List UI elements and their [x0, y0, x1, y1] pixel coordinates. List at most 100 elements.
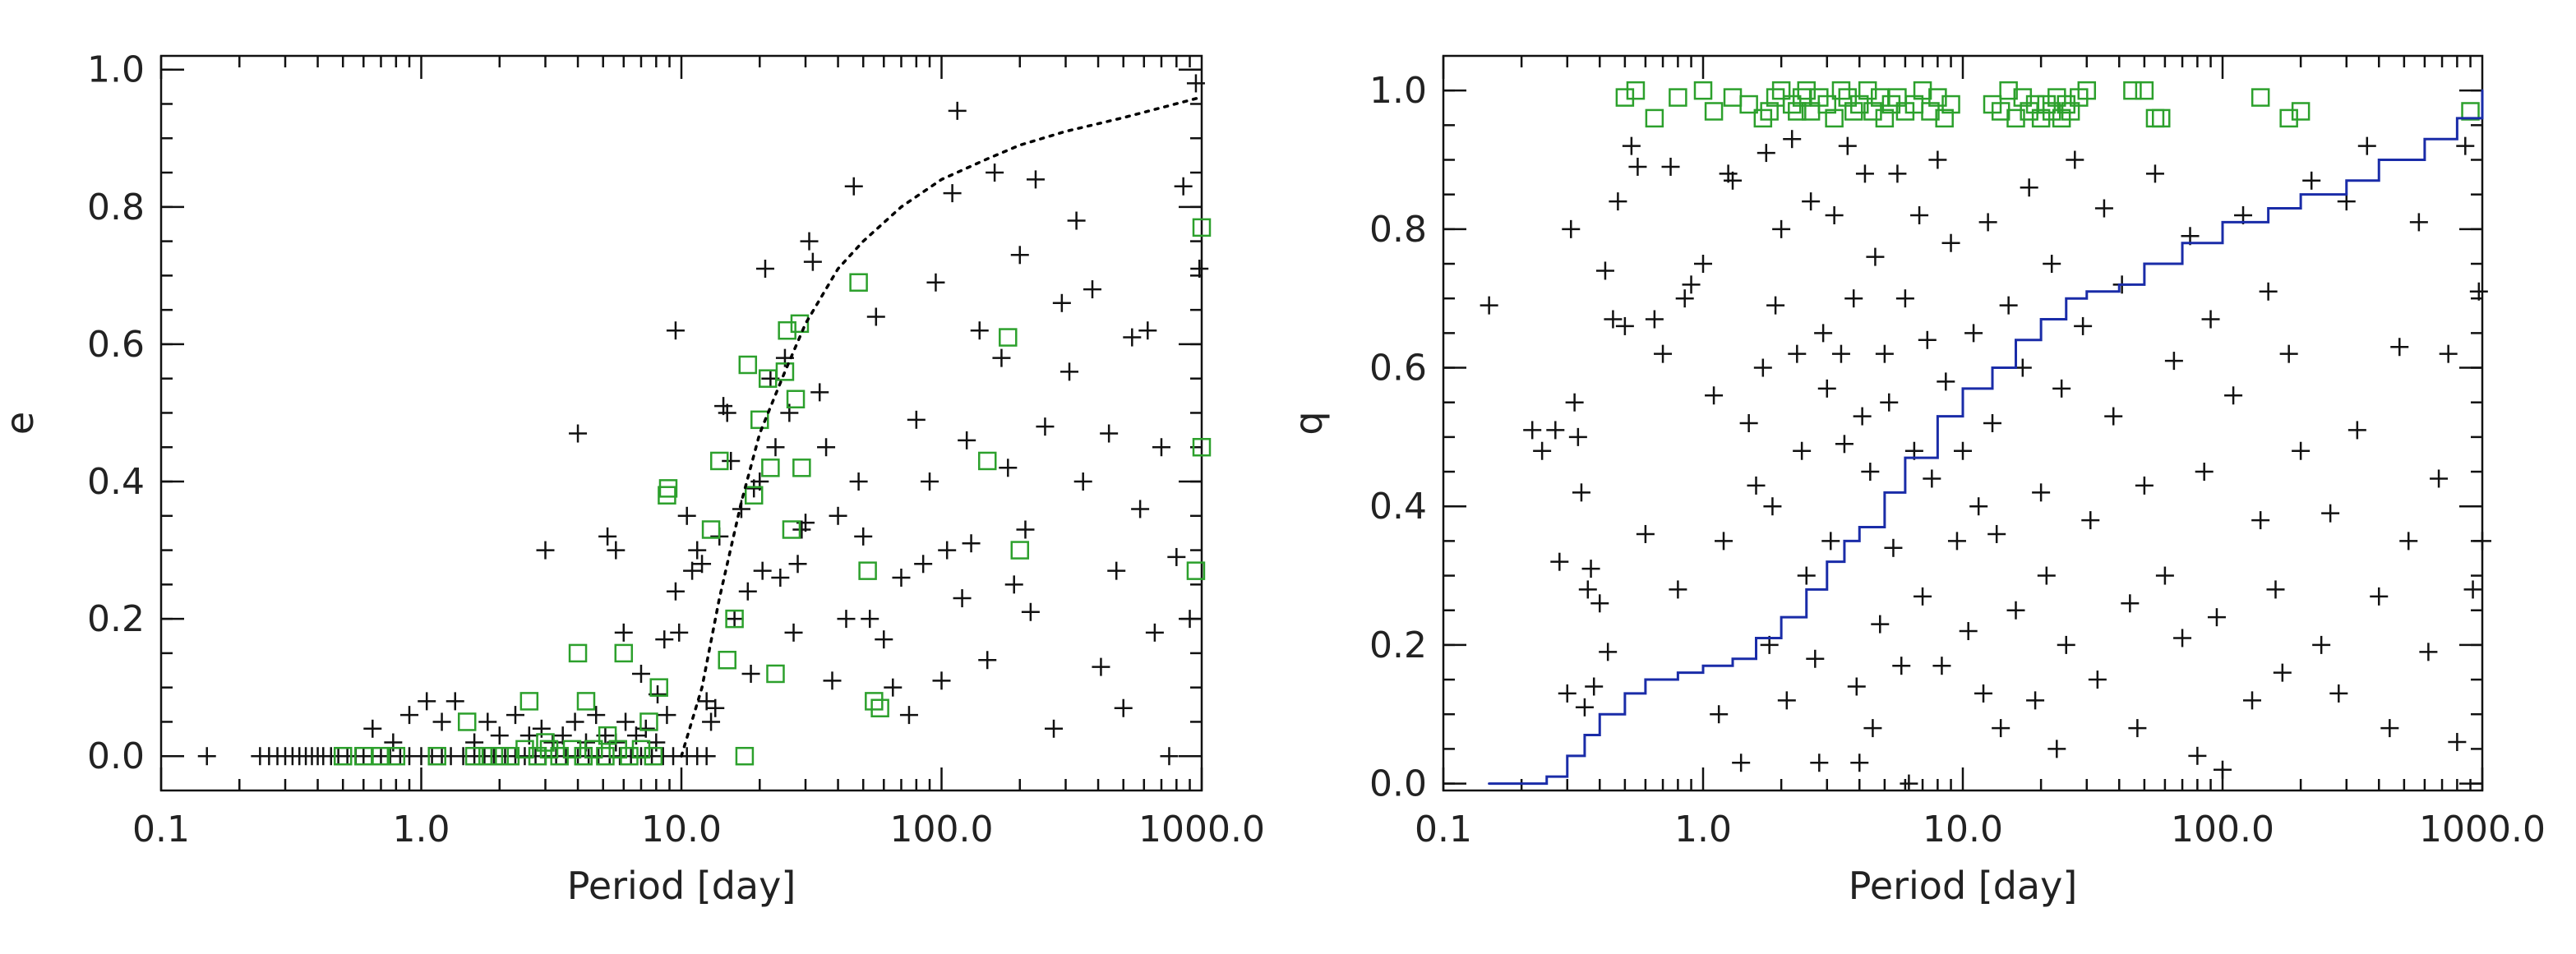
plus-marker: [2020, 178, 2038, 197]
plus-marker: [197, 747, 216, 766]
plus-marker: [1772, 219, 1791, 238]
square-marker: [550, 746, 569, 766]
plus-marker: [725, 610, 744, 629]
plus-marker: [1888, 164, 1907, 183]
square-marker: [1615, 88, 1635, 107]
dotted-curve: [680, 95, 1203, 758]
plus-marker: [1974, 684, 1993, 703]
plus-marker: [907, 410, 926, 429]
plus-marker: [970, 321, 989, 340]
eccentricity-period-panel: 0.1 1.0 10.0 100.0 1000.0 0.0 0.2 0.4 0.6 0.8 1.0 P…: [0, 49, 1265, 908]
cumulative-curve: [1488, 89, 2484, 786]
square-marker: [608, 740, 627, 759]
square-marker: [2151, 108, 2171, 128]
plus-marker: [1160, 747, 1179, 766]
x-tick-label: 1.0: [393, 809, 450, 850]
plus-marker: [1645, 310, 1664, 329]
plus-marker: [1036, 417, 1055, 436]
plus-marker: [2195, 463, 2214, 482]
plus-marker: [986, 164, 1004, 182]
square-marker: [658, 486, 676, 505]
plus-marker: [1999, 296, 2018, 315]
square-marker: [782, 520, 801, 539]
x-tick-label: 10.0: [641, 809, 722, 850]
plus-marker: [614, 623, 633, 642]
plus-marker: [1107, 561, 1126, 580]
square-marker: [639, 712, 658, 731]
square-marker: [427, 746, 446, 766]
plus-marker: [706, 698, 725, 717]
plus-marker: [1987, 524, 2006, 543]
plus-marker: [2214, 760, 2232, 779]
plus-marker: [1092, 657, 1110, 676]
square-marker: [2057, 94, 2075, 114]
y-tick-label: 0.2: [1369, 624, 1427, 666]
plus-marker: [2081, 511, 2100, 530]
square-marker: [1788, 102, 1807, 121]
square-marker: [735, 746, 755, 766]
plus-marker: [1863, 719, 1882, 738]
plus-marker: [1186, 74, 1205, 93]
plus-marker: [1180, 610, 1199, 629]
square-marker: [1010, 541, 1030, 560]
plus-marker: [1067, 211, 1086, 230]
square-marker: [1831, 81, 1851, 100]
plus-marker: [1595, 261, 1614, 280]
plus-marker: [2347, 421, 2366, 440]
plus-marker: [2321, 504, 2340, 523]
plus-marker: [1959, 622, 1978, 641]
plus-marker: [1847, 677, 1866, 696]
plus-marker: [587, 706, 606, 725]
plus-marker: [854, 527, 873, 546]
plus-marker: [958, 431, 976, 449]
square-marker: [766, 664, 785, 684]
plus-marker: [753, 561, 772, 580]
square-marker: [649, 678, 668, 697]
square-marker: [2047, 88, 2066, 107]
plus-marker: [1806, 649, 1825, 668]
plus-marker: [1715, 532, 1733, 551]
plus-marker: [2155, 566, 2174, 585]
square-marker: [761, 459, 780, 477]
plus-marker: [2399, 532, 2418, 551]
plus-marker: [2329, 684, 2348, 703]
plus-marker: [800, 232, 819, 251]
square-marker: [725, 609, 744, 629]
plus-marker: [1777, 691, 1796, 710]
square-marker: [1858, 81, 1877, 100]
square-marker: [568, 643, 588, 663]
plus-marker: [2456, 136, 2475, 155]
plus-marker: [1932, 657, 1951, 675]
plus-marker: [1884, 538, 1903, 557]
x-tick-label: 1000.0: [1138, 809, 1265, 850]
plus-marker: [1523, 421, 1542, 440]
y-tick-label: 1.0: [87, 49, 145, 91]
plus-marker: [1783, 130, 1802, 149]
plus-marker: [2409, 213, 2428, 232]
plus-marker: [1875, 344, 1894, 363]
square-marker: [977, 451, 997, 471]
plus-marker: [2243, 691, 2262, 710]
square-marker: [792, 459, 811, 477]
square-marker: [1723, 88, 1743, 107]
plus-marker: [1585, 677, 1604, 696]
square-marker: [596, 746, 615, 766]
plus-marker: [2279, 344, 2298, 363]
plus-marker: [2469, 282, 2488, 301]
plus-marker: [1914, 587, 1932, 606]
square-marker: [457, 712, 477, 731]
square-marker: [999, 328, 1018, 347]
plus-marker: [2145, 164, 2164, 183]
plus-marker: [1622, 136, 1641, 155]
plus-marker: [962, 534, 981, 553]
plus-marker: [1045, 719, 1064, 738]
plus-marker: [948, 101, 967, 120]
plus-marker: [2312, 635, 2331, 654]
square-marker: [1825, 108, 1844, 128]
plus-marker: [2057, 635, 2075, 654]
plus-marker: [1928, 150, 1947, 169]
x-axis-title: Period [day]: [567, 864, 796, 908]
plus-marker: [2121, 594, 2140, 613]
plus-marker: [1964, 324, 1983, 343]
plus-marker: [2128, 719, 2147, 738]
